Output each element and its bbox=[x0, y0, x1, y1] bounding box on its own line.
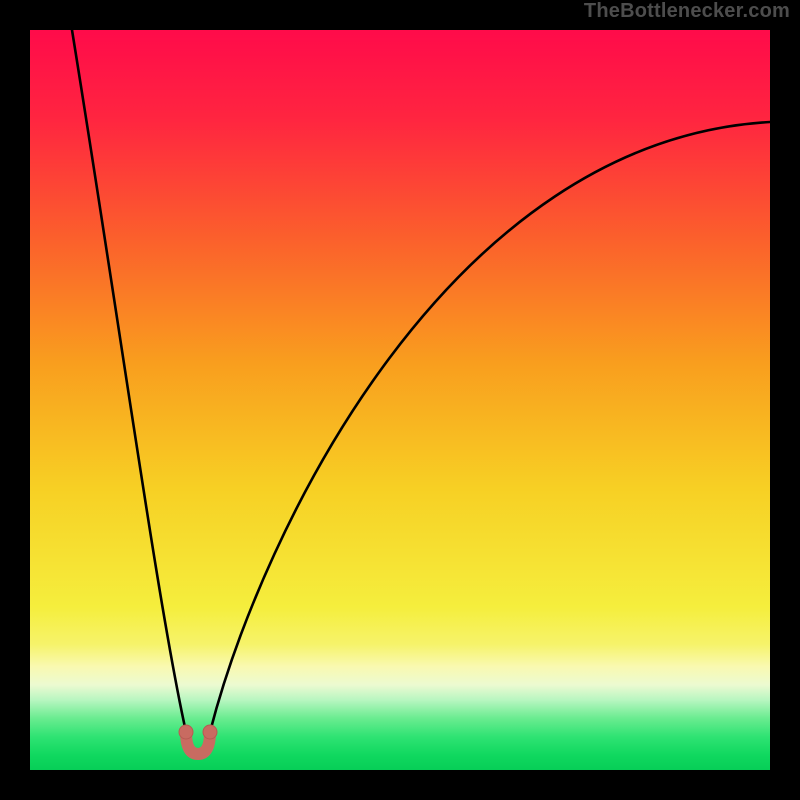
chart-svg bbox=[0, 0, 800, 800]
optimal-marker-dot-left bbox=[179, 725, 193, 739]
gradient-background bbox=[30, 30, 770, 770]
plot-area bbox=[30, 30, 770, 770]
optimal-marker-dot-right bbox=[203, 725, 217, 739]
chart-stage: TheBottlenecker.com bbox=[0, 0, 800, 800]
